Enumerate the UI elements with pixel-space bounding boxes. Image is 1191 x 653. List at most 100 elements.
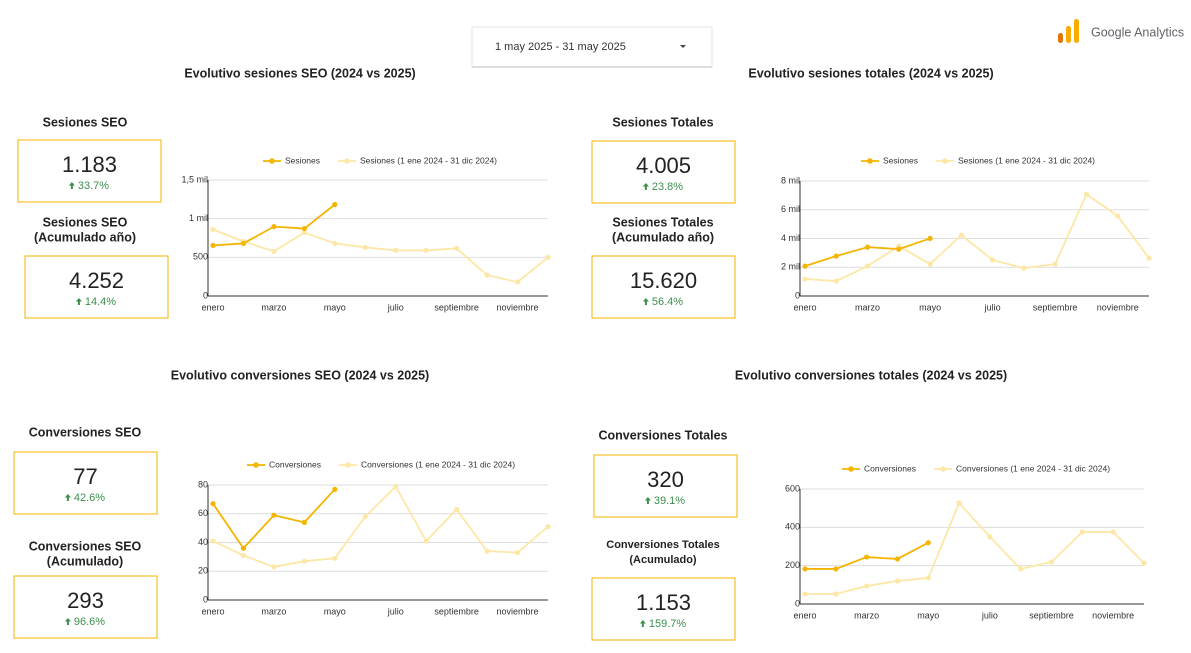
point [362,244,368,251]
legend-label: Sesiones (1 ene 2024 - 31 dic 2024) [958,155,1095,165]
point [240,552,247,559]
x-tick-label: enero [201,302,224,312]
x-tick-label: septiembre [1033,302,1078,312]
point [332,201,338,208]
legend-dot [269,158,275,164]
y-tick-label: 6 mil [781,204,800,214]
point [927,261,933,267]
date-range[interactable]: 1 may 2025 - 31 may 2025 [495,41,626,53]
point [833,566,839,572]
scorecard: Conversiones SEO 77 42.6% [13,425,158,515]
scorecard-change: 14.4% [85,296,116,308]
point [1110,529,1116,535]
scorecard-title: Conversiones Totales [599,428,728,442]
point [393,247,399,253]
x-tick-label: mayo [324,302,346,312]
legend-label: Conversiones [269,459,321,469]
scorecard-box [593,454,738,518]
x-tick-label: enero [793,302,816,312]
x-tick-label: julio [981,610,998,620]
scorecard: Sesiones SEO(Acumulado año) 4.252 14.4% [24,215,169,319]
point [454,506,460,513]
chart: Evolutivo sesiones SEO (2024 vs 2025) 0 50… [181,66,551,312]
point [925,540,931,546]
point [1048,559,1055,565]
scorecard-box [17,139,162,203]
point [210,242,216,249]
scorecard: Conversiones Totales 320 39.1% [593,428,738,518]
point [864,244,871,250]
legend-label: Sesiones [285,155,320,165]
x-tick-label: julio [387,606,404,616]
y-tick-label: 40 [198,537,208,547]
point [956,500,962,506]
up-arrow [642,183,649,190]
point [1021,265,1027,271]
y-tick-label: 4 mil [781,233,800,243]
logo-text: Google Analytics [1091,25,1184,39]
legend-dot [253,462,259,468]
legend-label: Conversiones (1 ene 2024 - 31 dic 2024) [956,463,1110,473]
y-tick-label: 1,5 mil [181,174,208,184]
date-box[interactable] [471,26,713,68]
point [301,558,307,564]
up-arrow [642,298,649,305]
point [332,486,338,492]
x-tick-label: noviembre [1092,610,1134,620]
point [210,226,216,233]
point [484,272,490,278]
chart: Evolutivo sesiones totales (2024 vs 2025… [748,66,1152,312]
point [833,253,839,259]
x-tick-label: septiembre [434,302,479,312]
x-tick-label: noviembre [497,302,539,312]
point [802,263,808,269]
legend-dot [344,158,350,164]
point [240,240,247,247]
point [1115,213,1121,219]
scorecard-box [591,140,736,204]
y-tick-label: 8 mil [781,175,800,185]
x-tick-label: noviembre [497,606,539,616]
point [514,549,521,556]
point [864,263,871,269]
up-arrow [639,620,646,627]
line [212,228,549,284]
scorecard-title: (Acumulado año) [612,230,714,244]
legend-label: Conversiones (1 ene 2024 - 31 dic 2024) [361,459,515,469]
point [484,548,490,554]
dropdown-arrow[interactable] [680,45,686,48]
point [362,514,368,520]
scorecard-title: Conversiones SEO [29,425,142,439]
line [804,192,1150,282]
scorecard: Sesiones Totales(Acumulado año) 15.620 56.… [591,215,736,319]
chart: Evolutivo conversiones SEO (2024 vs 2025… [171,368,551,616]
y-tick-label: 500 [193,252,208,262]
point [925,575,931,581]
scorecard-value: 293 [67,588,104,613]
scorecard-title: Sesiones Totales [612,215,713,229]
scorecard: Sesiones SEO 1.183 33.7% [17,115,162,203]
x-tick-label: enero [793,610,816,620]
y-tick-label: 0 [795,598,800,608]
legend-label: Conversiones [864,463,916,473]
point [896,246,902,252]
point [240,545,247,551]
x-tick-label: marzo [261,606,286,616]
scorecard-box [591,577,736,641]
up-arrow [68,182,75,189]
point [833,278,839,284]
scorecard-value: 4.252 [69,268,124,293]
scorecard-change: 42.6% [74,492,105,504]
scorecard-box [591,255,736,319]
x-tick-label: septiembre [1029,610,1074,620]
date-selector[interactable]: 1 may 2025 - 31 may 2025 [471,26,713,68]
y-tick-label: 1 mil [189,213,208,223]
point [301,519,307,525]
point [990,257,996,263]
y-tick-label: 80 [198,479,208,489]
y-tick-label: 60 [198,508,208,518]
y-tick-label: 0 [203,290,208,300]
point [514,279,521,285]
up-arrow [644,497,651,504]
scorecard-title: (Acumulado) [629,554,697,566]
